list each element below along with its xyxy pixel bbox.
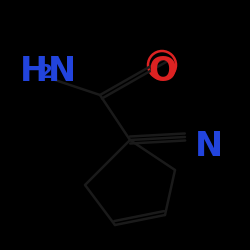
Text: 2: 2 — [38, 63, 52, 82]
Text: N: N — [48, 55, 76, 88]
Text: O: O — [148, 55, 176, 88]
Text: H: H — [20, 55, 48, 88]
Text: N: N — [195, 130, 223, 163]
